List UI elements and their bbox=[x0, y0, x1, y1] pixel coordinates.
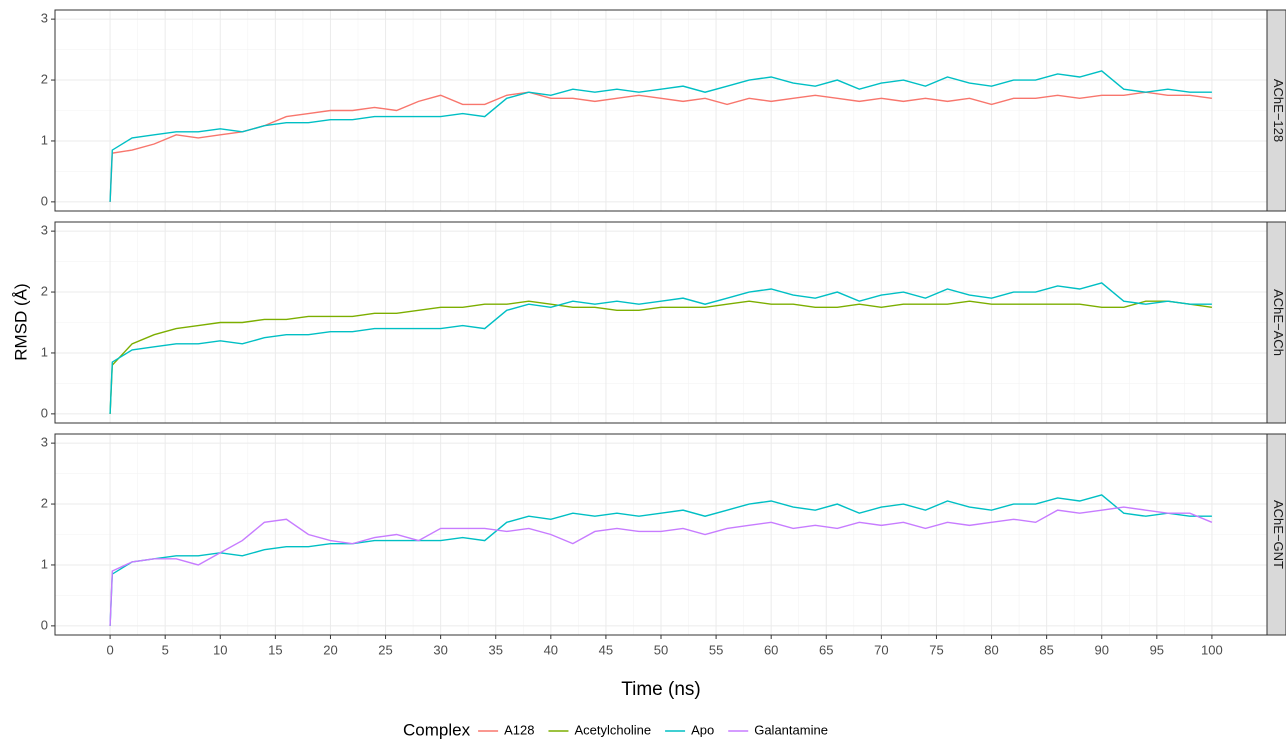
strip-label: AChE−GNT bbox=[1271, 500, 1286, 569]
x-tick-label: 100 bbox=[1201, 642, 1223, 657]
series-line bbox=[109, 494, 1212, 626]
y-tick-label: 0 bbox=[41, 617, 48, 632]
series-line bbox=[109, 300, 1213, 414]
x-tick-label: 85 bbox=[1039, 642, 1053, 657]
strip bbox=[1266, 9, 1286, 212]
legend-entry: A128 bbox=[504, 722, 534, 737]
strip bbox=[1266, 221, 1286, 424]
y-tick-label: 0 bbox=[41, 193, 48, 208]
y-tick-label: 0 bbox=[41, 405, 48, 420]
y-tick-label: 3 bbox=[41, 11, 48, 26]
x-tick-label: 60 bbox=[764, 642, 778, 657]
series-line bbox=[109, 282, 1212, 414]
x-tick-label: 45 bbox=[599, 642, 613, 657]
x-tick-label: 40 bbox=[544, 642, 558, 657]
x-tick-label: 35 bbox=[488, 642, 502, 657]
legend: Complex A128 Acetylcholine Apo Galantami… bbox=[403, 720, 828, 739]
x-tick-label: 55 bbox=[709, 642, 723, 657]
x-tick-label: 75 bbox=[929, 642, 943, 657]
x-tick-label: 25 bbox=[378, 642, 392, 657]
legend-entry: Galantamine bbox=[754, 722, 828, 737]
y-tick-label: 3 bbox=[41, 435, 48, 450]
x-tick-label: 70 bbox=[874, 642, 888, 657]
legend-entry: Apo bbox=[691, 722, 714, 737]
x-tick-label: 80 bbox=[984, 642, 998, 657]
x-tick-label: 65 bbox=[819, 642, 833, 657]
series-line bbox=[109, 91, 1213, 202]
y-tick-label: 2 bbox=[41, 283, 48, 298]
legend-entry: Acetylcholine bbox=[574, 722, 651, 737]
strip bbox=[1266, 433, 1286, 636]
x-tick-label: 20 bbox=[323, 642, 337, 657]
x-tick-label: 30 bbox=[433, 642, 447, 657]
x-axis-title: Time (ns) bbox=[621, 679, 701, 700]
y-tick-label: 1 bbox=[41, 556, 48, 571]
x-tick-label: 5 bbox=[162, 642, 169, 657]
series-line bbox=[109, 70, 1212, 202]
x-tick-label: 10 bbox=[213, 642, 227, 657]
x-tick-label: 95 bbox=[1150, 642, 1164, 657]
x-tick-label: 15 bbox=[268, 642, 282, 657]
legend-title: Complex bbox=[403, 720, 471, 739]
strip-label: AChE−128 bbox=[1271, 79, 1286, 142]
y-tick-label: 2 bbox=[41, 495, 48, 510]
x-tick-label: 90 bbox=[1094, 642, 1108, 657]
y-tick-label: 1 bbox=[41, 344, 48, 359]
y-tick-label: 2 bbox=[41, 71, 48, 86]
y-tick-label: 1 bbox=[41, 132, 48, 147]
y-tick-label: 3 bbox=[41, 223, 48, 238]
x-tick-label: 50 bbox=[654, 642, 668, 657]
strip-label: AChE−ACh bbox=[1271, 289, 1286, 356]
y-axis-title: RMSD (Å) bbox=[11, 283, 30, 360]
series-line bbox=[109, 506, 1213, 626]
x-tick-label: 0 bbox=[106, 642, 113, 657]
